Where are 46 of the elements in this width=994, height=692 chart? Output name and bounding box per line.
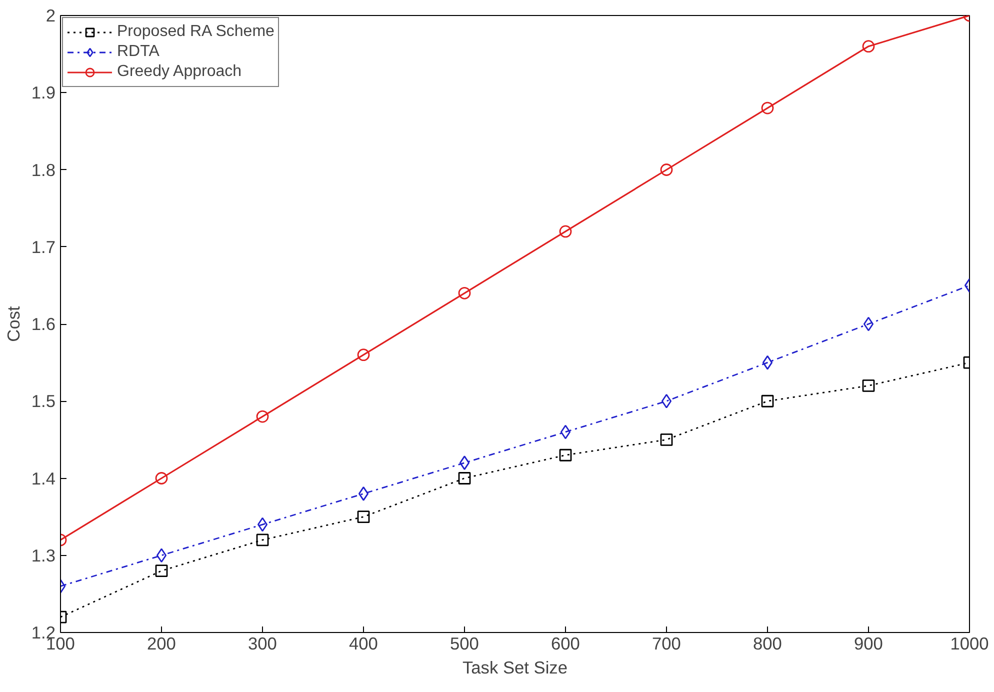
point <box>156 548 167 563</box>
y-tick-label: 1.9 <box>31 82 56 103</box>
x-tick-label: 300 <box>248 634 277 654</box>
x-tick-label: 200 <box>147 634 176 654</box>
y-tick-label: 1.4 <box>31 468 56 488</box>
x-axis-title: Task Set Size <box>462 658 568 678</box>
point <box>661 394 672 408</box>
point <box>762 355 773 370</box>
point <box>761 102 774 114</box>
point <box>660 433 673 446</box>
x-tick-label: 500 <box>450 634 479 654</box>
point <box>458 286 471 300</box>
point <box>257 517 268 532</box>
x-tick-label: 600 <box>551 634 580 654</box>
x-tick-label: 800 <box>753 634 782 654</box>
point <box>862 380 875 392</box>
x-tick-label: 700 <box>652 634 681 654</box>
point <box>458 472 471 484</box>
point <box>358 486 369 501</box>
legend-label: RDTA <box>117 43 160 61</box>
y-tick-label: 2 <box>46 6 56 26</box>
point <box>559 225 572 238</box>
x-tick-label: 400 <box>349 634 378 654</box>
y-tick-label: 1.5 <box>31 391 56 412</box>
point <box>761 394 774 408</box>
x-tick-label: 1000 <box>950 634 989 654</box>
point <box>459 456 470 470</box>
point <box>155 564 168 577</box>
point <box>357 348 370 362</box>
legend-label: Proposed RA Scheme <box>117 23 274 41</box>
point <box>660 164 673 176</box>
y-tick-label: 1.6 <box>31 314 56 334</box>
legend-label: Greedy Approach <box>117 63 242 81</box>
point <box>357 510 370 524</box>
y-tick-label: 1.7 <box>31 236 56 257</box>
y-axis-title: Cost <box>3 306 24 342</box>
point <box>862 40 875 53</box>
point <box>863 316 874 332</box>
point <box>256 534 269 546</box>
y-tick-label: 1.3 <box>31 545 56 566</box>
y-tick-label: 1.8 <box>31 160 56 180</box>
point <box>256 410 269 423</box>
point <box>560 424 571 440</box>
point <box>155 472 168 484</box>
x-tick-label: 900 <box>854 634 883 654</box>
point <box>559 448 572 462</box>
